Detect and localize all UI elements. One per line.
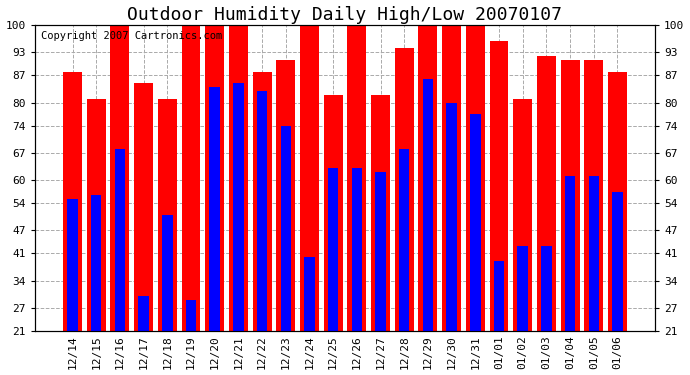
Bar [375,172,386,331]
Text: Copyright 2007 Cartronics.com: Copyright 2007 Cartronics.com [41,31,222,41]
Bar [537,56,556,331]
Title: Outdoor Humidity Daily High/Low 20070107: Outdoor Humidity Daily High/Low 20070107 [128,6,562,24]
Bar [584,60,603,331]
Bar [205,25,224,331]
Bar [91,195,101,331]
Bar [162,215,172,331]
Bar [87,99,106,331]
Bar [470,114,480,331]
Bar [328,168,338,331]
Bar [210,87,220,331]
Bar [304,257,315,331]
Bar [134,83,153,331]
Bar [281,126,291,331]
Bar [565,176,575,331]
Bar [494,261,504,331]
Bar [352,168,362,331]
Bar [442,25,461,331]
Bar [63,72,82,331]
Bar [446,102,457,331]
Bar [115,149,125,331]
Bar [418,25,437,331]
Bar [347,25,366,331]
Bar [399,149,409,331]
Bar [253,72,272,331]
Bar [612,192,622,331]
Bar [489,40,509,331]
Bar [68,199,78,331]
Bar [181,25,201,331]
Bar [257,91,267,331]
Bar [395,48,414,331]
Bar [423,79,433,331]
Bar [300,25,319,331]
Bar [560,60,580,331]
Bar [229,25,248,331]
Bar [466,25,485,331]
Bar [186,300,196,331]
Bar [371,95,390,331]
Bar [276,60,295,331]
Bar [513,99,532,331]
Bar [110,25,130,331]
Bar [589,176,599,331]
Bar [541,246,551,331]
Bar [608,72,627,331]
Bar [233,83,244,331]
Bar [139,296,149,331]
Bar [324,95,343,331]
Bar [518,246,528,331]
Bar [158,99,177,331]
